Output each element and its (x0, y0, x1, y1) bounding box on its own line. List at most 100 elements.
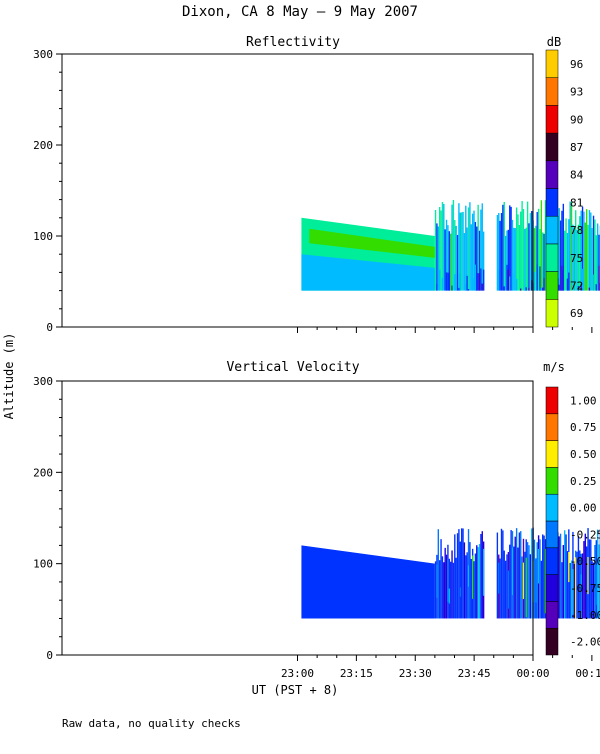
velocity-colorbar-swatch (546, 441, 558, 468)
velocity-colorbar-swatch (546, 467, 558, 494)
x-tick-label: 23:15 (340, 667, 373, 680)
reflectivity-cell (567, 279, 568, 291)
figure-title: Dixon, CA 8 May – 9 May 2007 (182, 4, 418, 20)
reflectivity-colorbar-label: 81 (570, 196, 583, 209)
reflectivity-cell (455, 290, 456, 291)
reflectivity-cell (513, 228, 514, 291)
reflectivity-cell (454, 274, 455, 290)
reflectivity-cell (439, 270, 440, 291)
reflectivity-cell (534, 272, 535, 291)
reflectivity-colorbar-swatch (546, 244, 558, 272)
reflectivity-cell (561, 266, 562, 291)
reflectivity-colorbar-label: 69 (570, 307, 583, 320)
reflectivity-cell (542, 232, 543, 290)
velocity-cell (436, 565, 437, 598)
velocity-cell (589, 539, 590, 618)
velocity-cell (526, 558, 527, 618)
reflectivity-cell (591, 228, 592, 291)
velocity-colorbar-label: 0.75 (570, 421, 597, 434)
velocity-colorbar-label: -0.50 (570, 555, 600, 568)
reflectivity-cell (559, 208, 560, 290)
reflectivity-cell (563, 270, 564, 291)
velocity-y-tick-label: 0 (46, 649, 53, 662)
velocity-cell (443, 562, 444, 618)
reflectivity-cell (524, 229, 525, 291)
velocity-cell (597, 530, 598, 619)
reflectivity-cell (435, 210, 436, 291)
velocity-cell (519, 532, 520, 618)
velocity-cell (506, 554, 507, 618)
reflectivity-cell (528, 288, 529, 291)
reflectivity-cell (571, 202, 572, 291)
velocity-cell (528, 545, 529, 618)
velocity-cell (563, 545, 564, 618)
velocity-cell (520, 531, 521, 618)
velocity-cell (537, 542, 538, 618)
reflectivity-cell (564, 231, 565, 291)
reflectivity-cell (460, 274, 461, 291)
reflectivity-colorbar-label: 78 (570, 224, 583, 237)
velocity-cell (442, 556, 443, 618)
velocity-cell (509, 545, 510, 619)
reflectivity-cell (447, 273, 448, 291)
reflectivity-colorbar-swatch (546, 133, 558, 161)
reflectivity-cell (464, 233, 465, 291)
velocity-cell (521, 557, 522, 619)
reflectivity-cell (541, 200, 542, 290)
reflectivity-cell (570, 202, 571, 291)
velocity-cell (483, 549, 484, 596)
reflectivity-title: Reflectivity (246, 35, 340, 50)
velocity-cell (498, 563, 499, 594)
reflectivity-cell (596, 284, 597, 290)
velocity-cell (461, 528, 462, 618)
reflectivity-colorbar-swatch (546, 299, 558, 327)
velocity-cell (464, 542, 465, 618)
reflectivity-cell (593, 275, 594, 291)
reflectivity-cell (560, 221, 561, 291)
reflectivity-colorbar-label: 75 (570, 252, 583, 265)
reflectivity-y-tick-label: 0 (46, 321, 53, 334)
reflectivity-cell (596, 235, 597, 290)
reflectivity-cell (506, 265, 507, 291)
velocity-cell (583, 541, 584, 618)
velocity-cell (449, 589, 450, 604)
velocity-colorbar-swatch (546, 387, 558, 414)
velocity-colorbar-label: -2.00 (570, 636, 600, 649)
velocity-cell (542, 534, 543, 618)
velocity-cell (539, 539, 540, 618)
reflectivity-colorbar-swatch (546, 50, 558, 78)
velocity-colorbar-swatch (546, 628, 558, 655)
velocity-colorbar-swatch (546, 575, 558, 602)
velocity-cell (501, 529, 502, 619)
reflectivity-cell (468, 289, 469, 291)
reflectivity-cell (501, 213, 502, 291)
velocity-colorbar-swatch (546, 494, 558, 521)
velocity-colorbar-label: -0.25 (570, 528, 600, 541)
reflectivity-cell (466, 276, 467, 291)
velocity-cell (460, 542, 461, 619)
x-tick-label: 00:15 (575, 667, 600, 680)
reflectivity-cell (482, 203, 483, 290)
velocity-cell (471, 559, 472, 618)
velocity-cell (564, 530, 565, 618)
y-axis-label: Altitude (m) (2, 333, 16, 420)
velocity-colorbar-swatch (546, 521, 558, 548)
reflectivity-cell (473, 211, 474, 291)
reflectivity-colorbar-swatch (546, 189, 558, 217)
velocity-cell (510, 530, 511, 618)
velocity-cell (458, 529, 459, 618)
reflectivity-cell (516, 207, 517, 290)
reflectivity-cell (589, 210, 590, 291)
reflectivity-cell (516, 279, 517, 291)
reflectivity-cell (535, 226, 536, 291)
velocity-cell (517, 548, 518, 619)
reflectivity-cell (523, 209, 524, 291)
reflectivity-cell (531, 280, 532, 290)
velocity-y-tick-label: 300 (33, 375, 53, 388)
velocity-cell (585, 534, 586, 619)
reflectivity-cell (526, 228, 527, 291)
reflectivity-cell (443, 204, 444, 291)
reflectivity-cell (479, 273, 480, 290)
